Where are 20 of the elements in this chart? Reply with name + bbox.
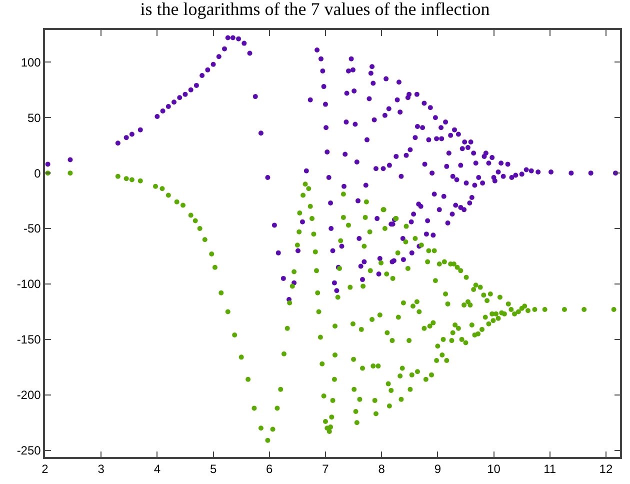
x-tick-label: 10 xyxy=(487,462,501,476)
x-tick-label: 3 xyxy=(98,462,105,476)
x-tick-label: 6 xyxy=(266,462,274,476)
chart-title: is the logarithms of the 7 values of the inflection xyxy=(140,0,490,20)
x-tick-label: 2 xyxy=(42,462,49,476)
x-tick-label: 12 xyxy=(599,462,613,476)
y-tick-label: -100 xyxy=(16,277,42,292)
x-tick-label: 4 xyxy=(154,462,161,476)
y-tick-label: 0 xyxy=(34,166,42,180)
y-tick-label: 50 xyxy=(27,110,42,125)
y-tick-label: -200 xyxy=(16,388,42,402)
x-tick-label: 9 xyxy=(434,462,442,476)
x-tick-label: 11 xyxy=(544,462,556,476)
y-tick-label: -150 xyxy=(16,332,42,347)
y-tick-label: -50 xyxy=(24,222,42,236)
x-tick-label: 5 xyxy=(210,462,217,476)
y-tick-label: 100 xyxy=(20,55,42,70)
x-tick-label: 8 xyxy=(378,462,386,476)
x-tick-label: 7 xyxy=(322,462,330,476)
y-tick-label: -250 xyxy=(16,444,42,458)
